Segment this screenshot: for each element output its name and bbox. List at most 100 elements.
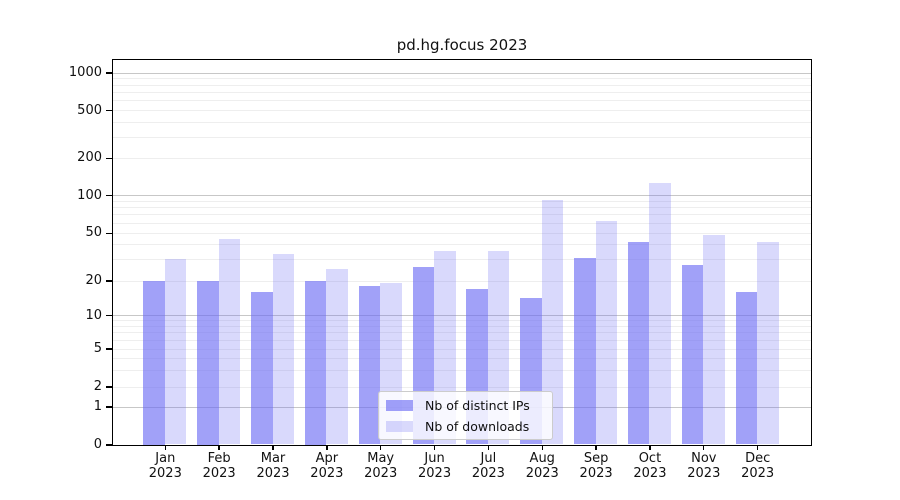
- y-tick-label: 50: [85, 225, 102, 241]
- x-tick-month: May: [367, 451, 395, 466]
- bar-distinct-ips: [251, 291, 273, 445]
- legend-label-downloads: Nb of downloads: [425, 418, 530, 434]
- legend-label-distinct-ips: Nb of distinct IPs: [425, 397, 530, 413]
- gridline-minor: [112, 332, 811, 334]
- y-tick-label: 1: [93, 399, 102, 414]
- gridline-minor: [112, 200, 811, 202]
- x-tick-label: Nov 2023: [672, 451, 736, 481]
- x-tick-month: Sep: [583, 451, 609, 466]
- x-tick-month: Feb: [207, 451, 231, 466]
- bar-downloads: [757, 241, 779, 445]
- x-tick-label: Apr 2023: [295, 451, 359, 481]
- x-tick-year: 2023: [256, 465, 290, 481]
- y-tick-label: 10: [85, 307, 102, 323]
- bar-downloads: [703, 234, 725, 445]
- x-tick-year: 2023: [471, 465, 505, 481]
- x-tick-label: Oct 2023: [618, 451, 682, 481]
- x-tick-label: Jun 2023: [403, 451, 467, 481]
- legend: Nb of distinct IPs Nb of downloads: [378, 391, 553, 440]
- bar-distinct-ips: [143, 280, 165, 445]
- gridline-minor: [112, 136, 811, 138]
- x-tick-mark: [272, 445, 274, 450]
- x-tick-mark: [703, 445, 705, 450]
- y-tick-label: 200: [77, 150, 102, 166]
- bar-downloads: [595, 221, 618, 445]
- gridline-minor: [112, 369, 811, 371]
- gridline-minor: [112, 91, 811, 93]
- x-tick-mark: [756, 445, 759, 450]
- x-tick-mark: [541, 445, 543, 450]
- legend-swatch-downloads: [386, 420, 413, 432]
- gridline-minor: [112, 348, 811, 350]
- x-tick-year: 2023: [579, 465, 613, 481]
- y-tick-mark: [106, 406, 112, 408]
- x-tick-label: Dec 2023: [726, 451, 790, 481]
- x-tick-year: 2023: [741, 465, 775, 481]
- x-tick-month: Mar: [260, 451, 286, 466]
- bar-distinct-ips: [574, 257, 596, 445]
- x-tick-year: 2023: [525, 465, 559, 481]
- gridline-minor: [112, 110, 811, 112]
- x-tick-label: Jul 2023: [456, 451, 520, 481]
- y-tick-label: 0: [93, 437, 102, 452]
- gridline-minor: [112, 214, 811, 216]
- legend-row-distinct-ips: Nb of distinct IPs: [386, 396, 552, 414]
- x-tick-label: Aug 2023: [510, 451, 574, 481]
- bar-downloads: [272, 254, 294, 445]
- x-tick-mark: [595, 445, 597, 450]
- x-tick-month: Apr: [315, 451, 339, 466]
- x-tick-year: 2023: [310, 465, 344, 481]
- x-tick-mark: [649, 445, 651, 450]
- y-tick-mark: [106, 110, 112, 112]
- gridline-minor: [112, 339, 811, 341]
- gridline-minor: [112, 244, 811, 246]
- y-tick-label: 100: [77, 187, 102, 203]
- x-tick-label: Sep 2023: [564, 451, 628, 481]
- y-tick-label: 1000: [68, 65, 102, 80]
- gridline-minor: [112, 280, 811, 282]
- bar-downloads: [218, 239, 241, 445]
- gridline-major: [112, 195, 811, 196]
- y-tick-mark: [106, 194, 112, 197]
- legend-row-downloads: Nb of downloads: [386, 417, 552, 435]
- bar-downloads: [649, 183, 671, 445]
- y-tick-label: 500: [77, 102, 102, 118]
- bar-distinct-ips: [358, 285, 381, 445]
- gridline-minor: [112, 386, 811, 388]
- gridline-minor: [112, 207, 811, 209]
- gridline-minor: [112, 320, 811, 322]
- x-tick-month: Jan: [155, 451, 176, 466]
- bar-distinct-ips: [197, 280, 219, 445]
- x-tick-mark: [164, 445, 166, 450]
- gridline-minor: [112, 100, 811, 102]
- y-tick-mark: [106, 444, 112, 446]
- y-tick-mark: [106, 348, 112, 350]
- x-tick-year: 2023: [364, 465, 398, 481]
- gridline-major: [112, 315, 811, 316]
- plot-area: [111, 58, 812, 446]
- y-tick-label: 5: [93, 341, 102, 356]
- y-tick-mark: [106, 280, 112, 282]
- y-tick-mark: [106, 314, 112, 317]
- x-tick-mark: [433, 445, 436, 450]
- gridline-minor: [112, 259, 811, 261]
- bar-distinct-ips: [681, 264, 704, 445]
- legend-swatch-distinct-ips: [386, 399, 413, 411]
- y-tick-label: 2: [93, 379, 102, 394]
- x-tick-year: 2023: [633, 465, 667, 481]
- x-tick-label: Feb 2023: [187, 451, 251, 481]
- bar-distinct-ips: [627, 241, 650, 445]
- x-tick-year: 2023: [202, 465, 236, 481]
- y-tick-mark: [106, 386, 112, 388]
- x-tick-year: 2023: [418, 465, 452, 481]
- y-tick-mark: [106, 72, 112, 74]
- bar-distinct-ips: [735, 291, 758, 445]
- gridline-minor: [112, 222, 811, 224]
- gridline-minor: [112, 232, 811, 234]
- bar-downloads: [164, 259, 187, 445]
- gridline-minor: [112, 157, 811, 159]
- x-tick-label: Jan 2023: [133, 451, 197, 481]
- gridline-minor: [112, 325, 811, 327]
- x-tick-mark: [380, 445, 382, 450]
